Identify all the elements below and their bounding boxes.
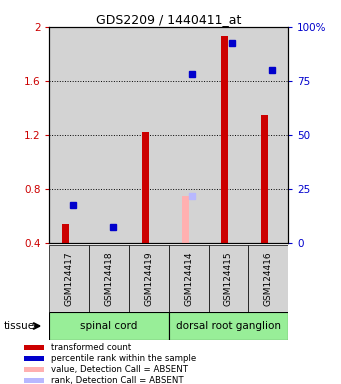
Bar bbox=[209, 27, 248, 243]
Bar bbox=[24, 367, 44, 372]
Text: GSM124415: GSM124415 bbox=[224, 251, 233, 306]
Bar bbox=[142, 132, 149, 243]
Text: transformed count: transformed count bbox=[51, 343, 131, 352]
Title: GDS2209 / 1440411_at: GDS2209 / 1440411_at bbox=[96, 13, 241, 26]
Bar bbox=[209, 245, 248, 312]
Text: GSM124417: GSM124417 bbox=[65, 251, 74, 306]
Bar bbox=[129, 245, 169, 312]
Bar bbox=[169, 27, 209, 243]
Text: GSM124419: GSM124419 bbox=[144, 251, 153, 306]
Bar bbox=[248, 245, 288, 312]
Text: dorsal root ganglion: dorsal root ganglion bbox=[176, 321, 281, 331]
Bar bbox=[89, 27, 129, 243]
Text: GSM124416: GSM124416 bbox=[264, 251, 273, 306]
Bar bbox=[221, 36, 228, 243]
Bar bbox=[261, 115, 268, 243]
Text: GSM124414: GSM124414 bbox=[184, 252, 193, 306]
Text: spinal cord: spinal cord bbox=[80, 321, 138, 331]
Bar bbox=[89, 245, 129, 312]
Text: tissue: tissue bbox=[3, 321, 34, 331]
Bar bbox=[248, 27, 288, 243]
Bar bbox=[62, 224, 69, 243]
Text: percentile rank within the sample: percentile rank within the sample bbox=[51, 354, 196, 363]
Bar bbox=[49, 312, 169, 340]
Bar bbox=[49, 245, 89, 312]
Bar bbox=[24, 378, 44, 383]
Bar bbox=[24, 345, 44, 350]
Bar bbox=[102, 243, 109, 245]
Bar bbox=[24, 356, 44, 361]
Bar bbox=[129, 27, 169, 243]
Text: rank, Detection Call = ABSENT: rank, Detection Call = ABSENT bbox=[51, 376, 183, 384]
Bar bbox=[169, 312, 288, 340]
Bar bbox=[181, 196, 189, 243]
Bar bbox=[169, 245, 209, 312]
Bar bbox=[49, 27, 89, 243]
Text: GSM124418: GSM124418 bbox=[105, 251, 114, 306]
Text: value, Detection Call = ABSENT: value, Detection Call = ABSENT bbox=[51, 365, 188, 374]
